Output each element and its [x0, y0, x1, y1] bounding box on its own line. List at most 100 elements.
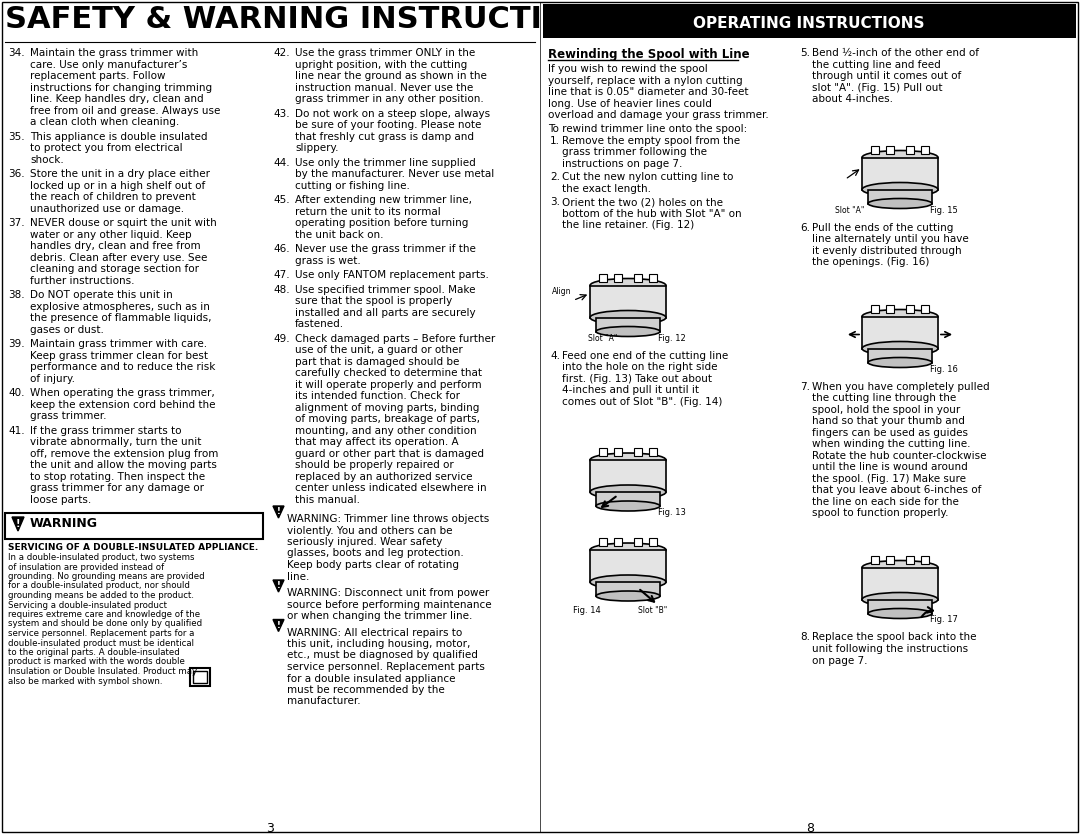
Text: Use only the trimmer line supplied: Use only the trimmer line supplied [295, 158, 476, 168]
Bar [543, 4, 1076, 38]
Text: replacement parts. Follow: replacement parts. Follow [30, 71, 165, 81]
Ellipse shape [862, 341, 939, 355]
Bar [190, 668, 210, 686]
Text: !: ! [276, 621, 281, 630]
Bar [868, 189, 932, 203]
Text: loose parts.: loose parts. [30, 495, 91, 505]
Text: WARNING: All electrical repairs to: WARNING: All electrical repairs to [287, 627, 462, 637]
Text: If you wish to rewind the spool: If you wish to rewind the spool [548, 64, 707, 74]
Text: 43.: 43. [273, 108, 289, 118]
Text: 1.: 1. [550, 135, 561, 145]
Text: debris. Clean after every use. See: debris. Clean after every use. See [30, 253, 207, 263]
Text: water or any other liquid. Keep: water or any other liquid. Keep [30, 229, 191, 239]
Text: performance and to reduce the risk: performance and to reduce the risk [30, 362, 215, 372]
Text: operating position before turning: operating position before turning [295, 218, 469, 228]
Ellipse shape [596, 501, 660, 511]
Text: grass trimmer following the: grass trimmer following the [562, 147, 707, 157]
Text: Slot "A": Slot "A" [588, 334, 618, 343]
Text: 2.: 2. [550, 172, 561, 182]
Text: should be properly repaired or: should be properly repaired or [295, 460, 454, 470]
Bar [590, 550, 666, 582]
Text: OPERATING INSTRUCTIONS: OPERATING INSTRUCTIONS [693, 16, 924, 31]
Text: to protect you from electrical: to protect you from electrical [30, 143, 183, 153]
Text: 37.: 37. [8, 218, 25, 228]
Text: 41.: 41. [8, 425, 25, 435]
Text: 38.: 38. [8, 290, 25, 300]
Text: explosive atmospheres, such as in: explosive atmospheres, such as in [30, 302, 210, 312]
Text: unit following the instructions: unit following the instructions [812, 644, 968, 654]
Bar [193, 671, 207, 683]
Bar [868, 600, 932, 614]
Text: use of the unit, a guard or other: use of the unit, a guard or other [295, 345, 462, 355]
Text: 3: 3 [266, 822, 274, 834]
Text: free from oil and grease. Always use: free from oil and grease. Always use [30, 105, 220, 115]
Bar [870, 145, 879, 153]
Bar [634, 274, 642, 282]
Text: 48.: 48. [273, 284, 289, 294]
Text: grass trimmer in any other position.: grass trimmer in any other position. [295, 94, 484, 104]
Text: gases or dust.: gases or dust. [30, 324, 104, 334]
Ellipse shape [590, 279, 666, 293]
Text: service personnel. Replacement parts for a: service personnel. Replacement parts for… [8, 629, 194, 638]
Polygon shape [12, 517, 24, 531]
Text: Never use the grass trimmer if the: Never use the grass trimmer if the [295, 244, 476, 254]
Text: upright position, with the cutting: upright position, with the cutting [295, 59, 468, 69]
Text: 49.: 49. [273, 334, 289, 344]
Text: WARNING: Disconnect unit from power: WARNING: Disconnect unit from power [287, 588, 489, 598]
Text: the exact length.: the exact length. [562, 183, 651, 193]
Bar [868, 349, 932, 363]
Text: the spool. (Fig. 17) Make sure: the spool. (Fig. 17) Make sure [812, 474, 966, 484]
Text: yourself, replace with a nylon cutting: yourself, replace with a nylon cutting [548, 76, 743, 86]
Text: Bend ½-inch of the other end of: Bend ½-inch of the other end of [812, 48, 978, 58]
Text: To rewind trimmer line onto the spool:: To rewind trimmer line onto the spool: [548, 123, 747, 133]
Text: When you have completely pulled: When you have completely pulled [812, 381, 989, 391]
Bar [862, 567, 939, 600]
Text: grass trimmer for any damage or: grass trimmer for any damage or [30, 483, 204, 493]
Text: Remove the empty spool from the: Remove the empty spool from the [562, 135, 740, 145]
Bar [921, 555, 929, 564]
Text: comes out of Slot "B". (Fig. 14): comes out of Slot "B". (Fig. 14) [562, 396, 723, 406]
Text: NEVER douse or squirt the unit with: NEVER douse or squirt the unit with [30, 218, 217, 228]
Text: line near the ground as shown in the: line near the ground as shown in the [295, 71, 487, 81]
Text: hand so that your thumb and: hand so that your thumb and [812, 416, 964, 426]
Text: on page 7.: on page 7. [812, 656, 867, 666]
Text: Rewinding the Spool with Line: Rewinding the Spool with Line [548, 48, 750, 61]
Text: further instructions.: further instructions. [30, 275, 135, 285]
Text: spool, hold the spool in your: spool, hold the spool in your [812, 404, 960, 414]
Text: care. Use only manufacturer’s: care. Use only manufacturer’s [30, 59, 187, 69]
Text: 7.: 7. [800, 381, 810, 391]
Text: WARNING: WARNING [30, 517, 98, 530]
Text: the cutting line and feed: the cutting line and feed [812, 59, 941, 69]
Bar [870, 555, 879, 564]
Text: its intended function. Check for: its intended function. Check for [295, 391, 460, 401]
Text: line that is 0.05" diameter and 30-feet: line that is 0.05" diameter and 30-feet [548, 87, 748, 97]
Text: first. (Fig. 13) Take out about: first. (Fig. 13) Take out about [562, 374, 712, 384]
Text: line.: line. [287, 571, 309, 581]
Bar [906, 304, 914, 313]
Text: sure that the spool is properly: sure that the spool is properly [295, 296, 453, 306]
Text: off, remove the extension plug from: off, remove the extension plug from [30, 449, 218, 459]
Bar [596, 582, 660, 596]
Text: for a double insulated appliance: for a double insulated appliance [287, 674, 456, 684]
Text: unauthorized use or damage.: unauthorized use or damage. [30, 203, 184, 214]
Bar [599, 448, 607, 456]
Text: a clean cloth when cleaning.: a clean cloth when cleaning. [30, 117, 179, 127]
Bar [886, 304, 894, 313]
Text: replaced by an authorized service: replaced by an authorized service [295, 471, 473, 481]
Text: Slot "A": Slot "A" [835, 205, 864, 214]
Bar [649, 274, 657, 282]
Text: Slot "B": Slot "B" [638, 606, 667, 615]
Text: !: ! [16, 519, 21, 529]
Text: Check damaged parts – Before further: Check damaged parts – Before further [295, 334, 496, 344]
Text: 3.: 3. [550, 197, 561, 207]
Text: grounding. No grounding means are provided: grounding. No grounding means are provid… [8, 572, 204, 581]
Text: instruction manual. Never use the: instruction manual. Never use the [295, 83, 473, 93]
Text: Fig. 15: Fig. 15 [930, 205, 958, 214]
Bar [590, 285, 666, 318]
Bar [921, 145, 929, 153]
Text: 40.: 40. [8, 388, 25, 398]
Text: Use specified trimmer spool. Make: Use specified trimmer spool. Make [295, 284, 475, 294]
Text: Fig. 14: Fig. 14 [573, 606, 600, 615]
Text: of injury.: of injury. [30, 374, 75, 384]
Bar [906, 145, 914, 153]
